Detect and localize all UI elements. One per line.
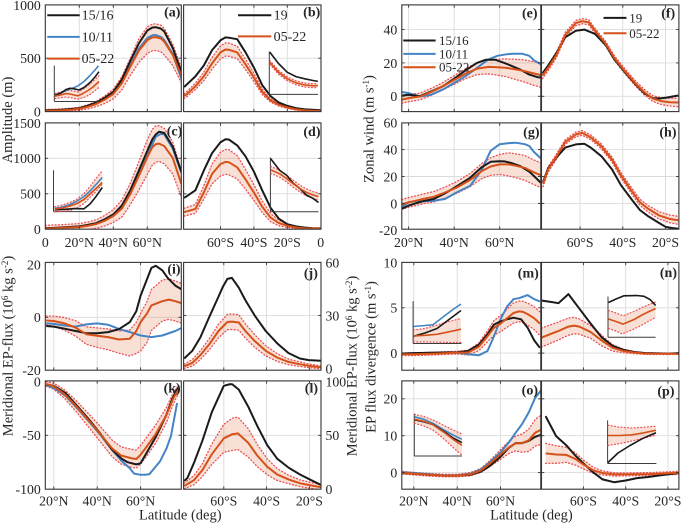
svg-text:1000: 1000 — [13, 0, 41, 13]
svg-text:(h): (h) — [659, 126, 676, 141]
svg-text:0: 0 — [390, 466, 397, 481]
svg-text:30: 30 — [326, 308, 340, 323]
svg-text:10: 10 — [384, 255, 398, 270]
svg-text:(e): (e) — [522, 6, 538, 21]
svg-text:15/16: 15/16 — [82, 9, 114, 24]
svg-text:0: 0 — [42, 235, 49, 250]
svg-text:(b): (b) — [303, 5, 320, 20]
svg-text:0: 0 — [326, 482, 333, 497]
svg-text:10/11: 10/11 — [82, 30, 113, 45]
svg-text:(l): (l) — [305, 382, 319, 397]
svg-text:-20: -20 — [22, 363, 40, 378]
svg-text:10/11: 10/11 — [439, 46, 468, 61]
svg-text:40°S: 40°S — [253, 494, 280, 509]
svg-text:(o): (o) — [522, 384, 539, 399]
svg-text:20: 20 — [27, 257, 41, 272]
svg-text:60°S: 60°S — [570, 494, 597, 509]
svg-text:500: 500 — [20, 51, 41, 66]
svg-text:0: 0 — [326, 361, 333, 376]
svg-text:60°S: 60°S — [207, 235, 234, 250]
svg-text:20°S: 20°S — [654, 494, 681, 509]
svg-text:(j): (j) — [304, 267, 318, 282]
svg-text:60°N: 60°N — [485, 235, 514, 250]
svg-text:60: 60 — [326, 255, 340, 270]
svg-text:(d): (d) — [303, 125, 320, 140]
svg-text:60°N: 60°N — [486, 494, 515, 509]
svg-text:(f): (f) — [661, 7, 675, 22]
svg-text:1000: 1000 — [13, 151, 41, 166]
svg-text:1500: 1500 — [13, 116, 41, 131]
svg-text:10: 10 — [384, 429, 398, 444]
svg-text:(n): (n) — [660, 266, 677, 281]
svg-text:40°N: 40°N — [99, 235, 128, 250]
svg-text:05-22: 05-22 — [274, 30, 307, 45]
svg-text:40: 40 — [384, 143, 398, 158]
svg-text:Amplitude (m): Amplitude (m) — [0, 77, 16, 164]
svg-text:19: 19 — [629, 10, 642, 25]
svg-text:60°N: 60°N — [133, 235, 162, 250]
svg-text:(i): (i) — [167, 263, 181, 278]
svg-text:40°S: 40°S — [612, 494, 639, 509]
svg-text:19: 19 — [274, 9, 288, 24]
svg-text:20°N: 20°N — [39, 494, 68, 509]
svg-text:0: 0 — [317, 235, 324, 250]
svg-text:05-22: 05-22 — [439, 60, 469, 75]
svg-text:20: 20 — [384, 169, 398, 184]
svg-text:15/16: 15/16 — [439, 33, 469, 48]
svg-text:(c): (c) — [167, 125, 183, 140]
svg-text:(g): (g) — [523, 126, 540, 141]
svg-text:40°N: 40°N — [83, 494, 112, 509]
svg-text:5: 5 — [390, 301, 397, 316]
svg-text:Meridional EP-flux (106 kg s-2: Meridional EP-flux (106 kg s-2) — [0, 256, 16, 437]
svg-text:Meridional EP-flux (106 kg s-2: Meridional EP-flux (106 kg s-2) — [344, 276, 361, 457]
svg-text:40: 40 — [384, 22, 398, 37]
svg-text:-50: -50 — [22, 428, 40, 443]
svg-text:100: 100 — [326, 374, 347, 389]
svg-text:Zonal wind (m s-1): Zonal wind (m s-1) — [361, 75, 378, 183]
svg-text:-20: -20 — [379, 223, 397, 238]
svg-text:500: 500 — [20, 187, 41, 202]
svg-text:60°N: 60°N — [126, 494, 155, 509]
svg-text:0: 0 — [34, 310, 41, 325]
svg-text:Latitude (deg): Latitude (deg) — [139, 508, 222, 524]
svg-text:(k): (k) — [164, 382, 181, 397]
svg-text:40°N: 40°N — [443, 494, 472, 509]
svg-text:40°N: 40°N — [440, 235, 469, 250]
svg-text:0: 0 — [390, 89, 397, 104]
svg-text:40°S: 40°S — [609, 235, 636, 250]
svg-text:(m): (m) — [518, 267, 539, 282]
svg-text:20°S: 20°S — [296, 494, 323, 509]
svg-text:20°S: 20°S — [274, 235, 301, 250]
svg-text:0: 0 — [34, 374, 41, 389]
svg-text:0: 0 — [34, 105, 41, 120]
svg-text:40°S: 40°S — [240, 235, 267, 250]
svg-text:05-22: 05-22 — [629, 26, 659, 41]
svg-text:0: 0 — [390, 346, 397, 361]
svg-text:20°N: 20°N — [394, 235, 423, 250]
svg-text:0: 0 — [34, 222, 41, 237]
svg-text:50: 50 — [326, 428, 340, 443]
svg-text:0: 0 — [390, 196, 397, 211]
svg-text:Latitude (deg): Latitude (deg) — [490, 508, 573, 524]
svg-text:20: 20 — [384, 392, 398, 407]
svg-text:EP flux divergence (m s-1): EP flux divergence (m s-1) — [363, 281, 380, 433]
svg-text:(a): (a) — [164, 5, 181, 20]
svg-text:(p): (p) — [657, 385, 674, 400]
svg-text:60°S: 60°S — [567, 235, 594, 250]
svg-text:20°N: 20°N — [399, 494, 428, 509]
svg-text:20°S: 20°S — [652, 235, 679, 250]
svg-text:20°N: 20°N — [65, 235, 94, 250]
svg-text:05-22: 05-22 — [82, 52, 115, 67]
svg-text:60: 60 — [384, 116, 398, 131]
svg-text:-100: -100 — [16, 482, 41, 497]
svg-text:20: 20 — [384, 56, 398, 71]
svg-text:60°S: 60°S — [210, 494, 237, 509]
